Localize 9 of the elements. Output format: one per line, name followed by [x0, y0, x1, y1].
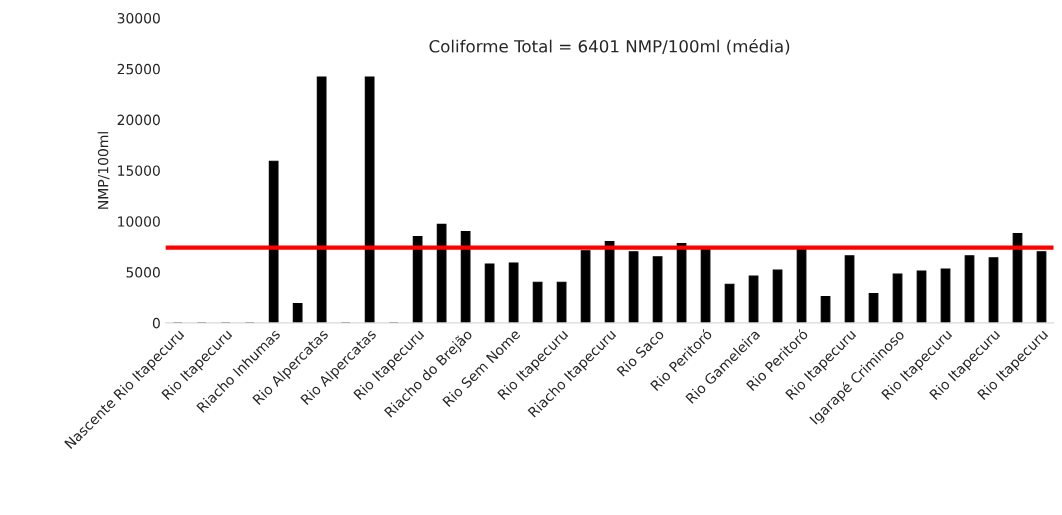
y-tick-label: 10000	[118, 216, 160, 227]
y-axis-title: NMP/100ml	[97, 132, 110, 209]
y-tick-label: 30000	[117, 12, 160, 24]
y-tick-label: 20000	[117, 114, 160, 126]
text: Coliforme Total = 6401 NMP/100ml (média)	[429, 39, 790, 55]
y-tick-label: 5000	[126, 267, 160, 278]
y-tick-label: 0	[152, 317, 160, 329]
y-tick-label: 15000	[118, 165, 160, 176]
y-tick-label: 25000	[117, 63, 160, 75]
